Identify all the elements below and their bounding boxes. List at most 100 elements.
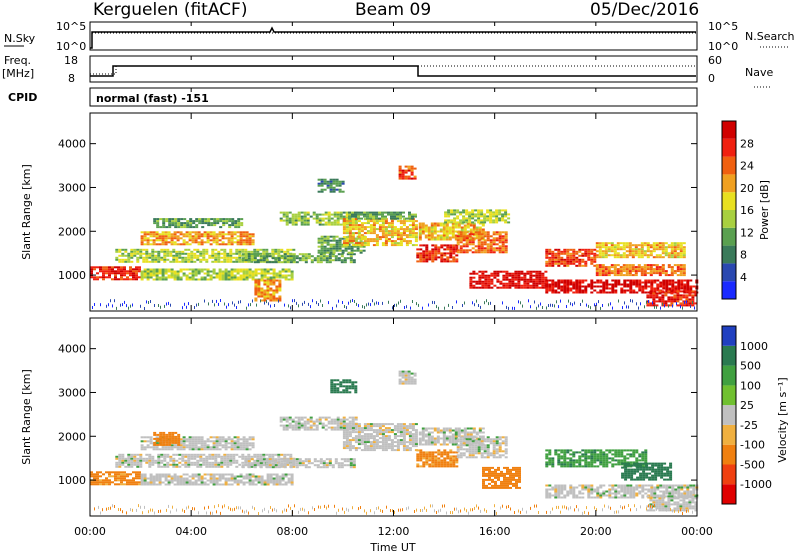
heatmap-cell xyxy=(176,475,180,478)
heatmap-cell xyxy=(387,238,391,241)
heatmap-cell xyxy=(462,243,466,246)
heatmap-cell xyxy=(197,243,201,246)
heatmap-cell xyxy=(676,274,680,277)
heatmap-cell xyxy=(163,252,167,255)
heatmap-cell xyxy=(390,228,394,231)
heatmap-cell xyxy=(629,283,633,286)
heatmap-cell xyxy=(121,258,125,261)
heatmap-cell xyxy=(164,243,168,246)
heatmap-cell xyxy=(173,233,177,236)
heatmap-cell xyxy=(551,289,555,292)
heatmap-cell xyxy=(433,232,437,235)
heatmap-cell xyxy=(661,294,665,297)
heatmap-cell xyxy=(443,252,447,255)
heatmap-cell xyxy=(664,252,668,255)
heatmap-cell xyxy=(199,252,203,255)
heatmap-cell xyxy=(329,245,333,248)
heatmap-cell xyxy=(274,248,278,251)
heatmap-cell xyxy=(301,257,305,260)
heatmap-cell xyxy=(501,217,505,220)
heatmap-cell xyxy=(235,453,239,456)
heatmap-cell xyxy=(111,481,114,484)
heatmap-cell xyxy=(346,257,350,260)
heatmap-cell xyxy=(229,453,233,456)
heatmap-cell xyxy=(480,237,484,240)
heatmap-cell xyxy=(152,274,156,277)
heatmap-cell xyxy=(244,248,248,251)
heatmap-cell xyxy=(266,285,270,288)
heatmap-cell xyxy=(629,281,633,284)
heatmap-cell xyxy=(676,266,680,269)
heatmap-cell xyxy=(366,433,370,436)
heatmap-cell xyxy=(658,274,662,277)
heatmap-cell xyxy=(454,224,458,227)
heatmap-cell xyxy=(331,255,335,258)
heatmap-cell xyxy=(598,256,602,259)
heatmap-cell xyxy=(121,254,125,257)
heatmap-cell xyxy=(115,248,119,251)
heatmap-cell xyxy=(569,262,573,265)
heatmap-cell xyxy=(352,259,356,262)
heatmap-cell xyxy=(278,283,282,286)
heatmap-cell xyxy=(348,224,352,227)
heatmap-cell xyxy=(622,246,626,249)
heatmap-cell xyxy=(257,481,261,484)
heatmap-cell xyxy=(341,182,345,185)
heatmap-cell xyxy=(517,272,521,275)
heatmap-cell xyxy=(351,244,355,247)
heatmap-cell xyxy=(363,427,367,430)
heatmap-cell xyxy=(233,481,237,484)
heatmap-cell xyxy=(682,296,686,299)
heatmap-cell xyxy=(545,250,549,253)
heatmap-cell xyxy=(340,259,344,262)
heatmap-cell xyxy=(649,268,653,271)
heatmap-cell xyxy=(322,466,326,469)
heatmap-cell xyxy=(135,270,138,273)
heatmap-cell xyxy=(160,461,164,464)
heatmap-cell xyxy=(186,226,190,229)
heatmap-cell xyxy=(493,274,497,277)
heatmap-cell xyxy=(581,289,585,292)
heatmap-cell xyxy=(492,211,496,214)
heatmap-cell xyxy=(117,483,120,486)
heatmap-cell xyxy=(96,272,99,275)
heatmap-cell xyxy=(462,211,466,214)
heatmap-cell xyxy=(440,246,444,249)
heatmap-cell xyxy=(342,425,346,428)
heatmap-cell xyxy=(256,462,260,465)
heatmap-cell xyxy=(384,244,388,247)
heatmap-cell xyxy=(480,245,484,248)
heatmap-cell xyxy=(595,274,599,277)
heatmap-cell xyxy=(272,289,276,292)
heatmap-cell xyxy=(622,274,626,277)
heatmap-cell xyxy=(622,254,626,257)
heatmap-cell xyxy=(288,426,292,429)
heatmap-cell xyxy=(179,231,183,234)
heatmap-cell xyxy=(548,260,552,263)
heatmap-cell xyxy=(554,248,558,251)
speckle-cell xyxy=(668,304,669,308)
heatmap-cell xyxy=(163,455,167,458)
heatmap-cell xyxy=(130,459,134,462)
heatmap-cell xyxy=(340,255,344,258)
speckle-cell xyxy=(582,299,583,303)
heatmap-cell xyxy=(366,429,370,432)
heatmap-cell xyxy=(157,453,161,456)
heatmap-cell xyxy=(298,464,302,467)
heatmap-cell xyxy=(401,171,405,174)
heatmap-cell xyxy=(387,222,391,225)
heatmap-cell xyxy=(203,272,207,275)
heatmap-cell xyxy=(396,217,399,220)
heatmap-cell xyxy=(230,243,234,246)
heatmap-cell xyxy=(256,455,260,458)
heatmap-cell xyxy=(480,233,484,236)
heatmap-cell xyxy=(605,287,609,290)
heatmap-cell xyxy=(179,440,183,443)
heatmap-cell xyxy=(578,289,582,292)
heatmap-cell xyxy=(646,268,650,271)
heatmap-cell xyxy=(146,233,150,236)
heatmap-cell xyxy=(239,442,243,445)
heatmap-cell xyxy=(408,220,412,223)
heatmap-cell xyxy=(342,420,346,423)
heatmap-cell xyxy=(118,465,122,468)
